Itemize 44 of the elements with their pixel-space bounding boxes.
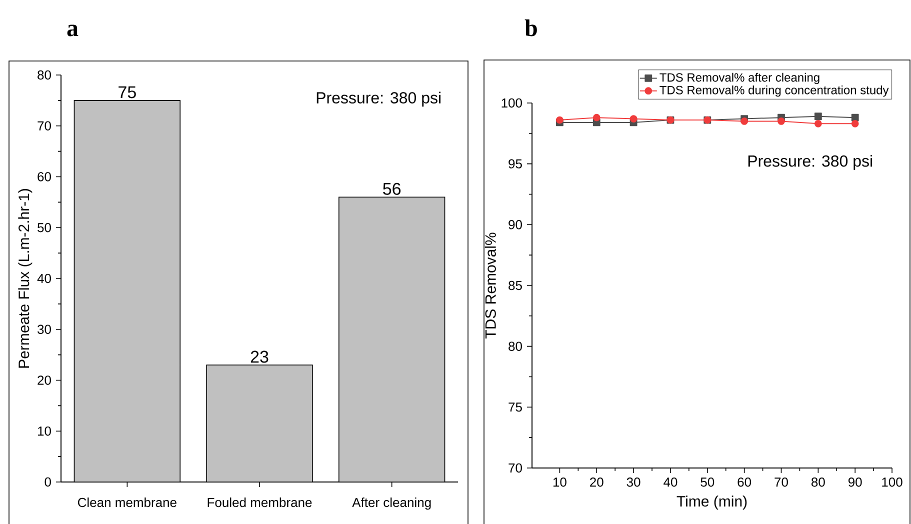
x-tick-label: 70 <box>774 478 788 487</box>
x-tick-label: 90 <box>848 478 862 487</box>
bar <box>74 100 180 482</box>
y-tick-label: 10 <box>38 426 51 436</box>
x-tick-label: 10 <box>553 478 566 487</box>
legend-label: TDS Removal% during concentration study <box>660 85 889 97</box>
x-tick-label: 50 <box>700 478 714 487</box>
y-axis-title: TDS Removal% <box>484 232 496 338</box>
x-tick-label: 20 <box>590 478 604 487</box>
chart-title: b <box>524 19 537 36</box>
y-tick-label: 60 <box>38 172 51 182</box>
bar <box>206 364 312 482</box>
y-tick-label: 40 <box>37 274 51 284</box>
x-tick-label: Fouled membrane <box>208 498 312 508</box>
chart-title: a <box>67 24 78 36</box>
x-tick-label: 60 <box>738 478 752 487</box>
data-label: 23 <box>250 350 268 363</box>
data-label: 75 <box>118 86 136 98</box>
y-tick-label: 70 <box>508 463 522 473</box>
y-tick-label: 75 <box>508 402 522 412</box>
y-tick-label: 90 <box>508 220 522 230</box>
y-tick-label: 70 <box>38 121 51 130</box>
y-tick-label: 80 <box>508 342 522 351</box>
legend-label: TDS Removal% after cleaning <box>660 72 820 84</box>
y-tick-label: 80 <box>38 70 51 80</box>
y-tick-label: 30 <box>38 324 51 334</box>
y-axis-title: Permeate Flux (L.m-2.hr-1) <box>18 189 32 368</box>
y-tick-label: 0 <box>44 477 51 487</box>
y-tick-label: 20 <box>38 376 51 385</box>
x-tick-label: After cleaning <box>352 498 431 510</box>
y-tick-label: 85 <box>508 280 522 290</box>
x-axis-title: Time (min) <box>676 496 747 510</box>
data-label: 56 <box>383 182 401 195</box>
x-tick-label: 100 <box>882 478 902 487</box>
x-tick-label: 30 <box>626 478 640 487</box>
x-tick-label: 80 <box>812 478 825 487</box>
bar <box>338 196 446 482</box>
x-tick-label: Clean membrane <box>78 498 176 508</box>
x-tick-label: 40 <box>664 478 678 487</box>
annotation: Pressure: 380 psi <box>748 154 872 170</box>
y-tick-label: 95 <box>508 159 522 168</box>
annotation: Pressure: 380 psi <box>316 92 440 107</box>
y-tick-label: 100 <box>502 98 522 108</box>
y-tick-label: 50 <box>38 223 51 232</box>
